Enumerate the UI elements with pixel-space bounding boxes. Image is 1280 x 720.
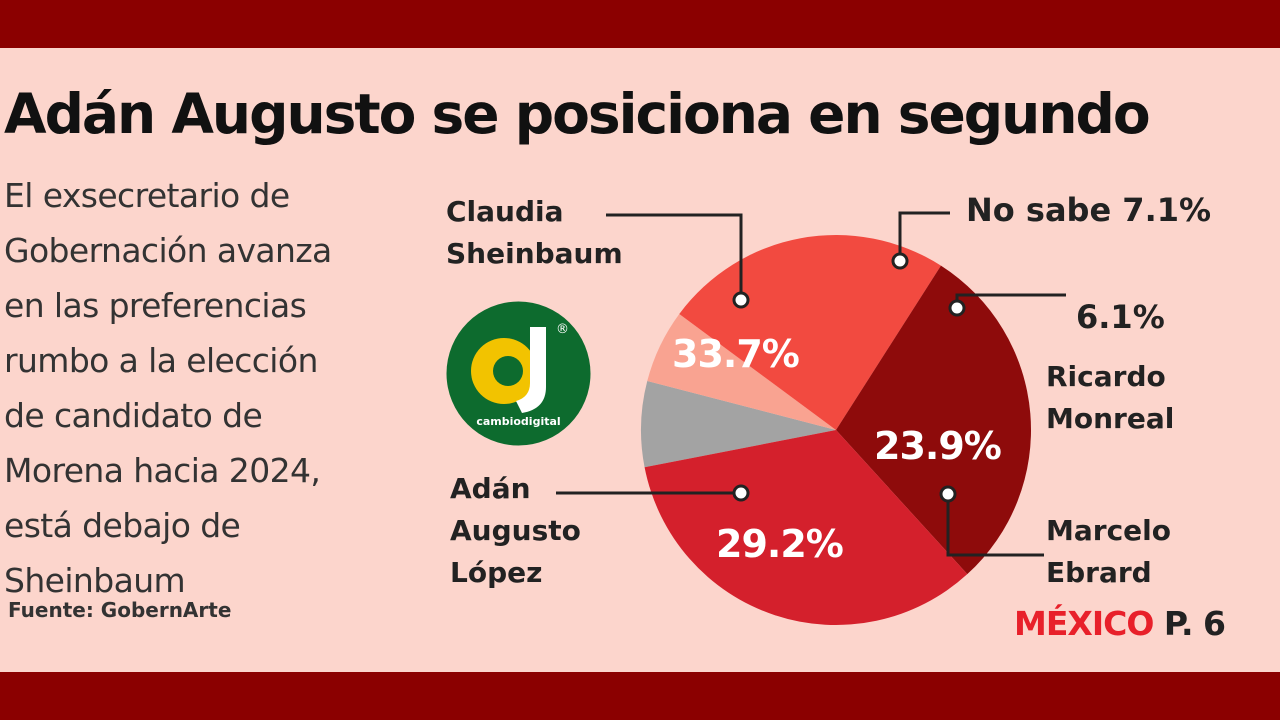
subtitle-line: Gobernación avanza	[4, 231, 332, 270]
leader-dots	[732, 252, 966, 503]
label-adan: Adán Augusto López	[450, 472, 581, 589]
logo-mark-stem	[516, 327, 546, 413]
pie-chart	[556, 211, 1066, 626]
subtitle-line: de candidato de	[4, 396, 263, 435]
leader-line-claudia	[606, 213, 743, 300]
leader-dot-ricardo	[948, 299, 966, 317]
label-ricardo: Ricardo Monreal	[1046, 360, 1175, 435]
cambiodigital-logo: ® cambiodigital	[446, 301, 591, 446]
logo-mark-hole	[493, 356, 523, 386]
pie-slice-ad-n-augusto-l-pez	[836, 265, 1032, 575]
subtitle-line: El exsecretario de	[4, 176, 290, 215]
label-marcelo: Marcelo Ebrard	[1046, 514, 1171, 589]
pie-slice-marcelo-ebrard	[679, 234, 941, 430]
subtitle-line: Morena hacia 2024,	[4, 451, 321, 490]
slice-value-adan: 29.2%	[716, 522, 844, 566]
label-no-sabe-name: No sabe	[966, 191, 1112, 229]
page-number: P. 6	[1163, 604, 1226, 643]
section-name: MÉXICO	[1014, 604, 1154, 643]
pie-slice-ricardo-monreal	[647, 313, 836, 430]
leader-dot-adan	[732, 484, 750, 502]
slice-value-claudia: 33.7%	[672, 332, 800, 376]
section-reference: MÉXICO P. 6	[1014, 604, 1226, 643]
top-border-bar	[0, 0, 1280, 48]
label-claudia: Claudia Sheinbaum	[446, 195, 623, 270]
leader-dot-marcelo	[939, 485, 957, 503]
logo-trademark: ®	[556, 322, 569, 337]
pie-slices	[640, 234, 1032, 626]
subtitle-line: Sheinbaum	[4, 561, 186, 600]
bottom-border-bar	[0, 672, 1280, 720]
leader-dot-claudia	[732, 291, 750, 309]
leader-line-marcelo	[946, 494, 1044, 557]
leader-line-no-sabe	[898, 211, 950, 261]
pie-slice-no-sabe	[640, 380, 836, 468]
logo-wordmark: cambiodigital	[476, 415, 560, 428]
subtitle-line: está debajo de	[4, 506, 241, 545]
subtitle-line: en las preferencias	[4, 286, 307, 325]
subtitle-line: rumbo a la elección	[4, 341, 318, 380]
infographic-panel: Adán Augusto se posiciona en segundo El …	[0, 48, 1280, 672]
label-no-sabe-value: 7.1%	[1122, 191, 1212, 229]
leader-dot-no-sabe	[891, 252, 909, 270]
slice-value-marcelo: 23.9%	[874, 424, 1002, 468]
pie-slice-claudia-sheinbaum	[644, 430, 968, 626]
label-no-sabe: No sabe 7.1%	[966, 191, 1211, 229]
label-ricardo-value: 6.1%	[1076, 298, 1165, 336]
source-credit: Fuente: GobernArte	[8, 598, 232, 622]
headline: Adán Augusto se posiciona en segundo	[4, 82, 1151, 146]
subtitle-text: El exsecretario de Gobernación avanza en…	[4, 168, 399, 608]
